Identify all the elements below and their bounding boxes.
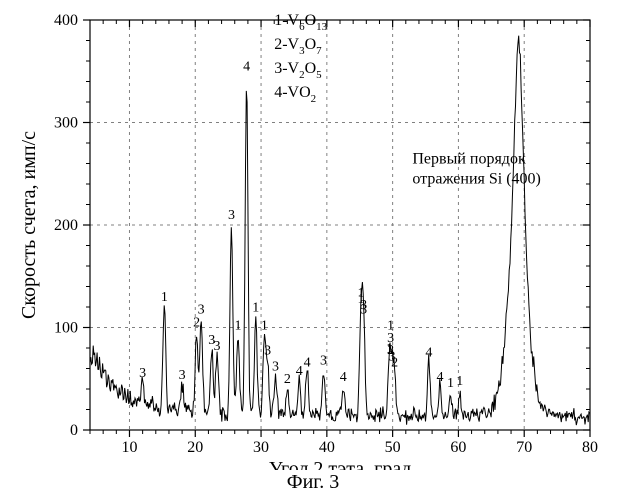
svg-text:400: 400 [54,12,78,29]
peak-label: 4 [243,59,250,74]
svg-text:Угол 2 тэта, град: Угол 2 тэта, град [269,458,412,470]
peak-label: 1 [252,300,259,315]
peak-label: 2 [387,343,394,358]
annotation-text: отражения Si (400) [412,171,541,188]
peak-label: 3 [179,368,186,383]
peak-label: 2 [193,316,200,331]
svg-text:300: 300 [54,115,78,132]
peak-label: 3 [320,354,327,369]
svg-text:10: 10 [121,439,137,456]
peak-label: 4 [340,370,347,385]
peak-label: 4 [304,356,311,371]
svg-text:20: 20 [187,439,203,456]
svg-text:70: 70 [516,439,532,456]
peak-label: 3 [272,360,279,375]
svg-text:200: 200 [54,217,78,234]
peak-label: 4 [425,345,432,360]
peak-label: 2 [284,372,291,387]
peak-label: 1 [447,376,454,391]
annotation-text: Первый порядок [412,151,526,168]
svg-text:40: 40 [319,439,335,456]
peak-label: 3 [139,366,146,381]
svg-text:50: 50 [385,439,401,456]
svg-text:Скорость счета, имп/с: Скорость счета, имп/с [18,131,40,319]
peak-label: 1 [235,319,242,334]
svg-text:30: 30 [253,439,269,456]
xrd-chart: 10 20 30 40 50 60 70 80 0 100 200 300 400 Угол 2 тэта… [0,0,626,470]
figure-caption: Фиг. 3 [0,471,626,494]
svg-text:80: 80 [582,439,598,456]
peak-label: 1 [456,374,463,389]
peak-label: 1 [261,319,268,334]
peak-label: 3 [228,208,235,223]
figure-container: 10 20 30 40 50 60 70 80 0 100 200 300 400 Угол 2 тэта… [0,0,626,500]
peak-label: 4 [296,364,303,379]
peak-label: 1 [161,290,168,305]
svg-text:60: 60 [450,439,466,456]
peak-label: 3 [213,339,220,354]
peak-label: 3 [264,343,271,358]
svg-text:100: 100 [54,320,78,337]
peak-label: 3 [360,298,367,313]
peak-label: 4 [437,370,444,385]
svg-text:0: 0 [70,422,78,439]
peak-label: 3 [198,302,205,317]
